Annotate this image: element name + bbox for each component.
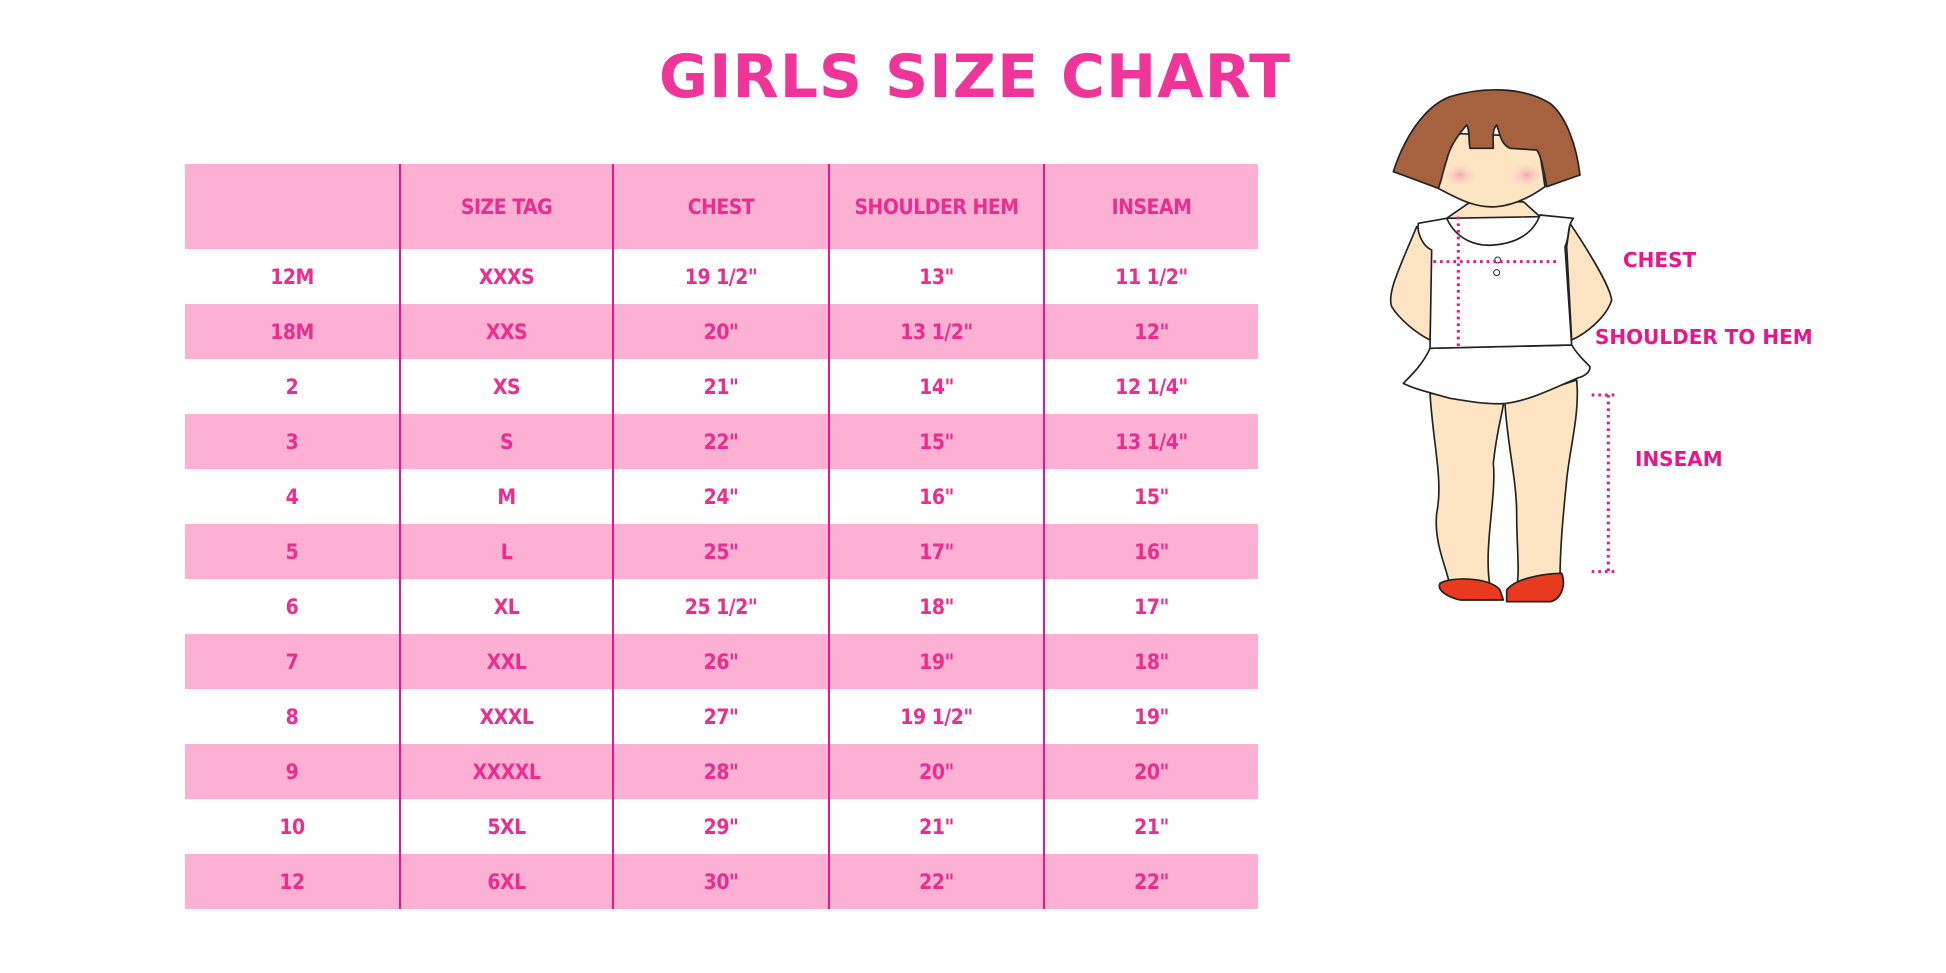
- left-arm: [1389, 225, 1435, 341]
- table-header-row: SIZE TAG CHEST SHOULDER HEM INSEAM: [185, 164, 1258, 249]
- table-cell: 12: [185, 854, 400, 909]
- header-cell: [185, 164, 400, 249]
- table-row: 4 M 24" 16" 15": [185, 469, 1258, 524]
- table-cell: 19 1/2": [612, 249, 829, 304]
- header-cell: SIZE TAG: [399, 164, 613, 249]
- table-cell: 28": [612, 744, 829, 799]
- table-cell: 25 1/2": [612, 579, 829, 634]
- table-cell: 21": [828, 799, 1044, 854]
- table-cell: XXXL: [399, 689, 613, 744]
- left-shoe: [1438, 578, 1505, 601]
- table-cell: 5: [185, 524, 400, 579]
- table-cell: 15": [1043, 469, 1258, 524]
- table-cell: 22": [612, 414, 829, 469]
- table-cell: 19 1/2": [828, 689, 1044, 744]
- table-cell: XS: [399, 359, 613, 414]
- table-cell: 22": [828, 854, 1044, 909]
- table-cell: 19": [828, 634, 1044, 689]
- table-cell: 5XL: [399, 799, 613, 854]
- right-leg: [1504, 379, 1579, 588]
- page-title: GIRLS SIZE CHART: [658, 42, 1292, 112]
- table-row: 18M XXS 20" 13 1/2" 12": [185, 304, 1258, 359]
- table-row: 6 XL 25 1/2" 18" 17": [185, 579, 1258, 634]
- table-cell: 20": [612, 304, 829, 359]
- table-cell: 18M: [185, 304, 400, 359]
- inseam-label: INSEAM: [1635, 447, 1723, 471]
- table-cell: XXXXL: [399, 744, 613, 799]
- left-leg: [1429, 392, 1505, 591]
- table-cell: L: [399, 524, 613, 579]
- table-cell: 17": [1043, 579, 1258, 634]
- table-cell: 30": [612, 854, 829, 909]
- table-row: 7 XXL 26" 19" 18": [185, 634, 1258, 689]
- header-cell: INSEAM: [1043, 164, 1258, 249]
- table-row: 5 L 25" 17" 16": [185, 524, 1258, 579]
- table-cell: XXL: [399, 634, 613, 689]
- table-cell: 14": [828, 359, 1044, 414]
- table-cell: 13 1/2": [828, 304, 1044, 359]
- right-arm: [1565, 222, 1613, 341]
- table-cell: 6: [285, 594, 299, 619]
- table-cell: XL: [399, 579, 613, 634]
- table-cell: 27": [612, 689, 829, 744]
- table-cell: 12M: [270, 264, 314, 289]
- table-row: 12 6XL 30" 22" 22": [185, 854, 1258, 909]
- table-cell: 26": [612, 634, 829, 689]
- table-cell: 2: [285, 374, 299, 399]
- table-cell: 20": [828, 744, 1044, 799]
- table-cell: 24": [612, 469, 829, 524]
- table-cell: 12": [1043, 304, 1258, 359]
- table-row: 12M XXXS 19 1/2" 13" 11 1/2": [185, 249, 1258, 304]
- table-row: 9 XXXXL 28" 20" 20": [185, 744, 1258, 799]
- table-row: 2 XS 21" 14" 12 1/4": [185, 359, 1258, 414]
- table-cell: XXS: [399, 304, 613, 359]
- table-cell: 3: [185, 414, 400, 469]
- table-cell: 17": [828, 524, 1044, 579]
- table-cell: 12 1/4": [1043, 359, 1258, 414]
- shoulder-to-hem-label: SHOULDER TO HEM: [1595, 325, 1813, 349]
- girl-illustration: [1389, 89, 1619, 603]
- hair: [1392, 89, 1581, 190]
- table-row: 8 XXXL 27" 19 1/2" 19": [185, 689, 1258, 744]
- table-cell: 7: [185, 634, 400, 689]
- table-cell: 18": [1043, 634, 1258, 689]
- size-chart-table: SIZE TAG CHEST SHOULDER HEM INSEAM 12M XX…: [185, 164, 1258, 909]
- chest-label: CHEST: [1623, 248, 1697, 272]
- right-shoe: [1505, 572, 1565, 603]
- table-cell: 8: [285, 704, 299, 729]
- table-cell: 18": [828, 579, 1044, 634]
- header-cell: SHOULDER HEM: [828, 164, 1044, 249]
- table-row: 3 S 22" 15" 13 1/4": [185, 414, 1258, 469]
- table-cell: 29": [612, 799, 829, 854]
- table-cell: S: [399, 414, 613, 469]
- table-cell: 19": [1043, 689, 1258, 744]
- table-cell: 22": [1043, 854, 1258, 909]
- table-cell: XXXS: [399, 249, 613, 304]
- table-cell: 11 1/2": [1043, 249, 1258, 304]
- skirt: [1402, 344, 1591, 405]
- table-cell: 20": [1043, 744, 1258, 799]
- table-cell: 16": [828, 469, 1044, 524]
- table-cell: 4: [285, 484, 299, 509]
- table-row: 10 5XL 29" 21" 21": [185, 799, 1258, 854]
- table-cell: 25": [612, 524, 829, 579]
- header-cell: CHEST: [612, 164, 829, 249]
- table-cell: 9: [185, 744, 400, 799]
- table-cell: 13 1/4": [1043, 414, 1258, 469]
- shirt: [1417, 214, 1575, 350]
- table-cell: 15": [828, 414, 1044, 469]
- table-cell: 10: [279, 814, 305, 839]
- table-cell: 13": [828, 249, 1044, 304]
- table-cell: 21": [612, 359, 829, 414]
- table-cell: M: [399, 469, 613, 524]
- table-cell: 16": [1043, 524, 1258, 579]
- table-cell: 21": [1043, 799, 1258, 854]
- table-cell: 6XL: [399, 854, 613, 909]
